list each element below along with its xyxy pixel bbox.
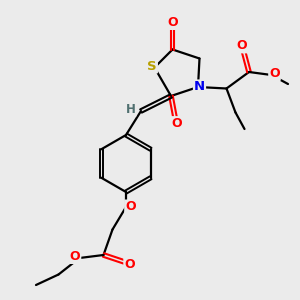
Text: O: O bbox=[124, 257, 135, 271]
Text: O: O bbox=[70, 250, 80, 263]
Text: N: N bbox=[194, 80, 205, 94]
Text: O: O bbox=[172, 117, 182, 130]
Text: O: O bbox=[269, 67, 280, 80]
Text: O: O bbox=[236, 39, 247, 52]
Text: S: S bbox=[147, 59, 157, 73]
Text: O: O bbox=[125, 200, 136, 214]
Text: O: O bbox=[167, 16, 178, 29]
Text: H: H bbox=[126, 103, 135, 116]
